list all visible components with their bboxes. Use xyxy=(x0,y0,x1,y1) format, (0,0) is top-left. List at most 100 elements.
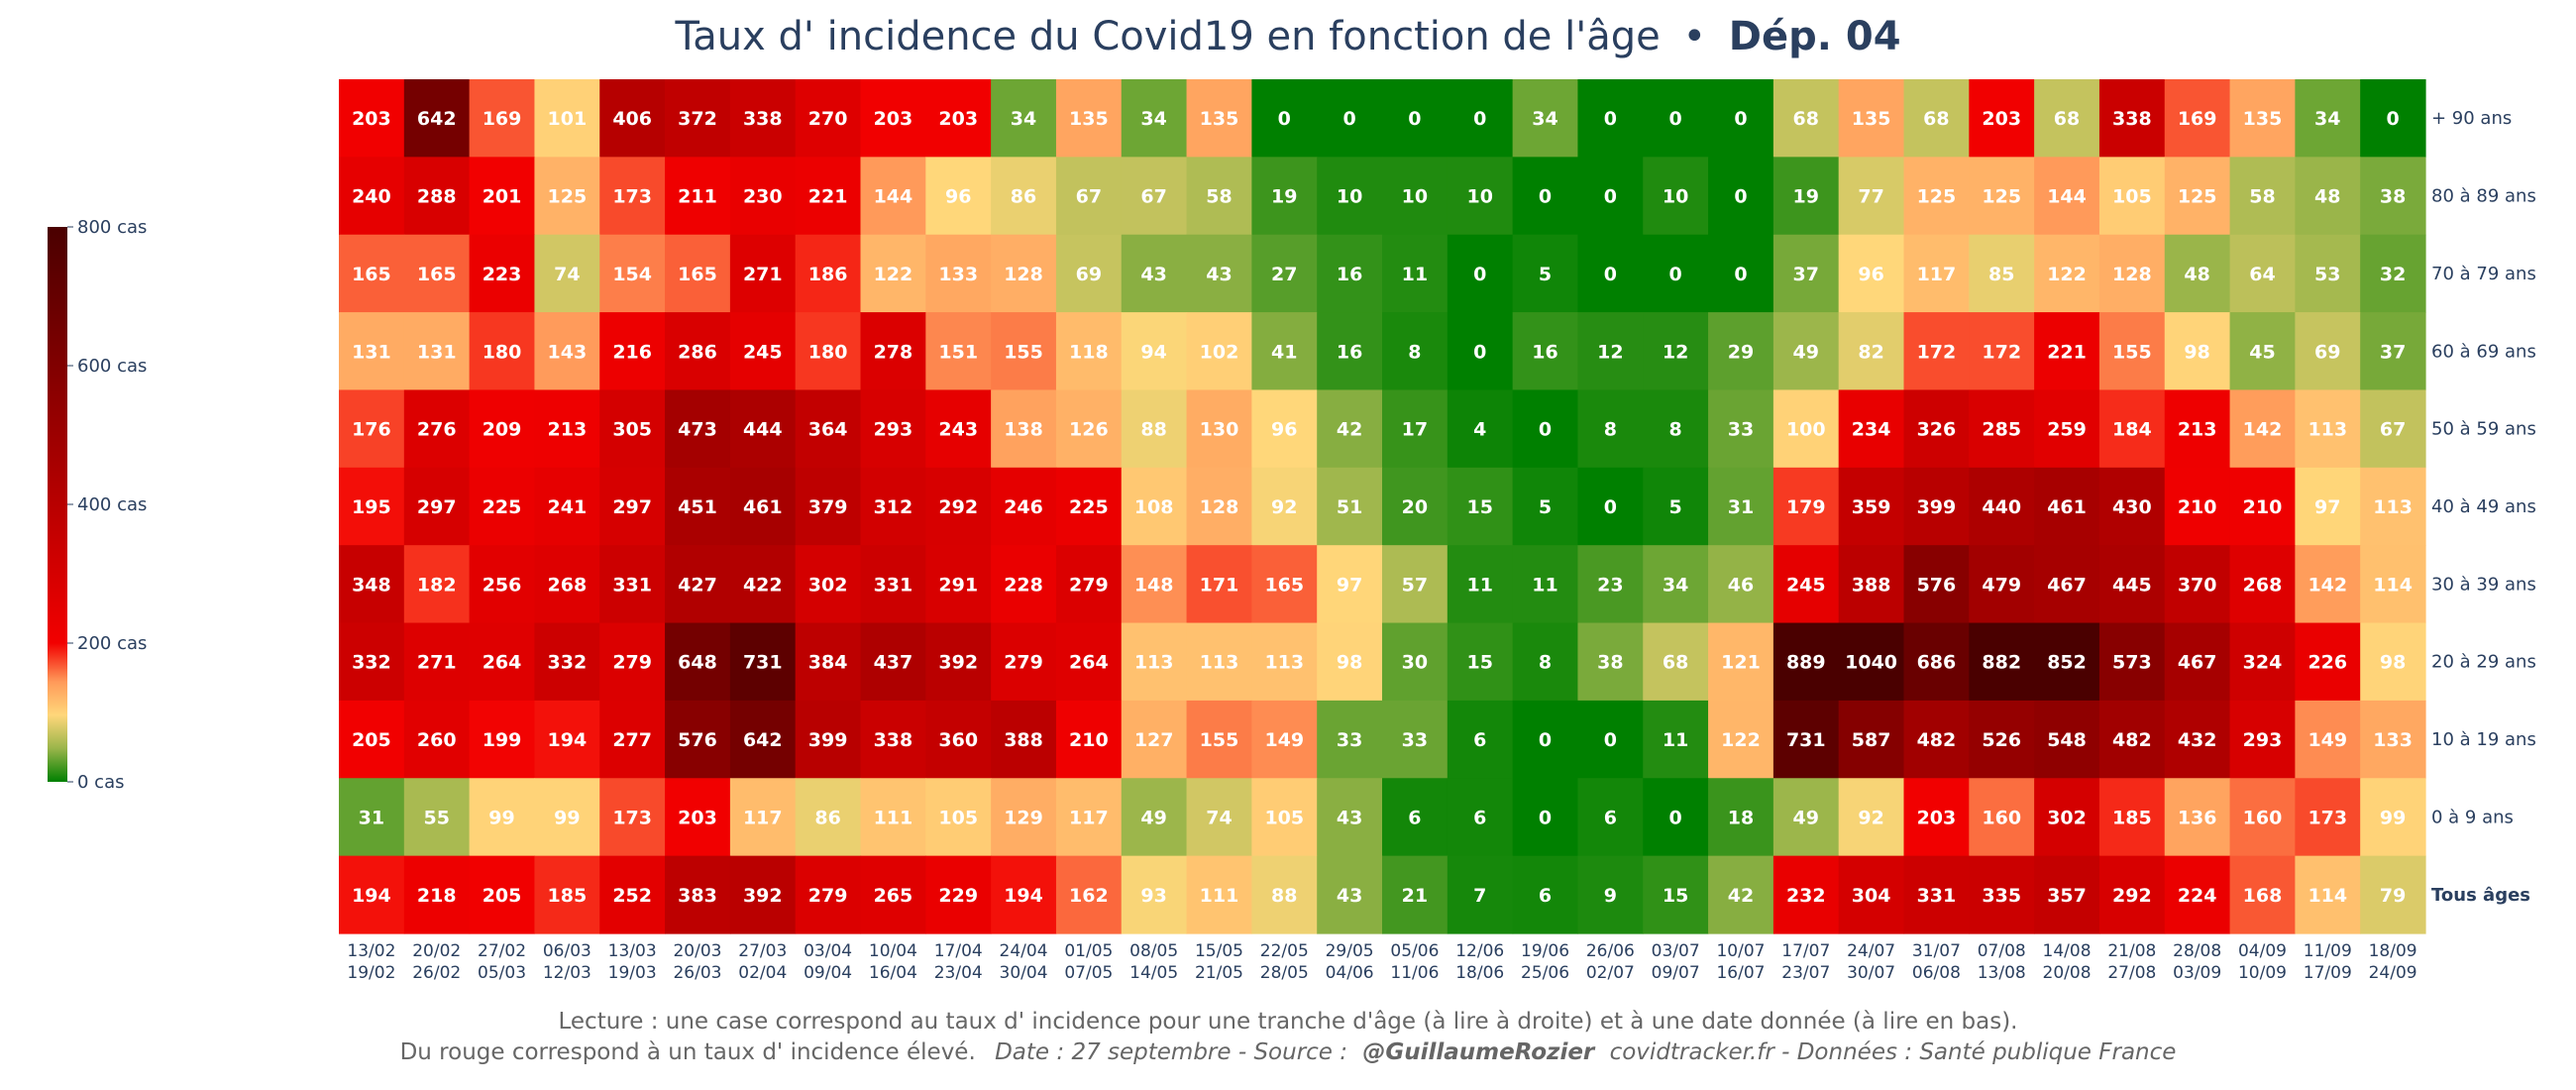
heatmap-cell-value: 130 xyxy=(1200,419,1239,441)
heatmap-cell-value: 5 xyxy=(1539,264,1552,285)
row-label: 40 à 49 ans xyxy=(2431,496,2536,517)
heatmap-cell-value: 49 xyxy=(1793,341,1819,363)
row-label: 20 à 29 ans xyxy=(2431,652,2536,673)
heatmap-cell-value: 0 xyxy=(1408,108,1421,130)
heatmap-cell-value: 125 xyxy=(548,186,588,208)
heatmap-cell-value: 122 xyxy=(1721,729,1761,751)
heatmap-cell-value: 182 xyxy=(417,574,457,596)
heatmap-cell-value: 195 xyxy=(352,496,391,518)
heatmap-cell-value: 305 xyxy=(612,419,652,441)
heatmap-cell-value: 113 xyxy=(2308,419,2347,441)
heatmap-cell-value: 686 xyxy=(1917,652,1957,674)
x-tick-label-start: 28/08 xyxy=(2173,941,2221,961)
heatmap-cell-value: 34 xyxy=(1140,108,1166,130)
heatmap-cell-value: 223 xyxy=(483,264,522,285)
heatmap-cell-value: 427 xyxy=(678,574,717,596)
heatmap-cell-value: 93 xyxy=(1140,885,1166,907)
heatmap-cell-value: 432 xyxy=(2178,729,2217,751)
heatmap-cell-value: 482 xyxy=(1917,729,1957,751)
heatmap-cell-value: 114 xyxy=(2373,574,2413,596)
heatmap-cell-value: 203 xyxy=(938,108,978,130)
heatmap-cell-value: 292 xyxy=(2112,885,2152,907)
heatmap-cell-value: 587 xyxy=(1852,729,1891,751)
row-label: 0 à 9 ans xyxy=(2431,807,2514,827)
heatmap-cell-value: 149 xyxy=(1264,729,1304,751)
heatmap-cell-value: 422 xyxy=(743,574,783,596)
heatmap-cell-value: 68 xyxy=(2054,108,2080,130)
heatmap-cell-value: 0 xyxy=(1473,108,1486,130)
heatmap-cell-value: 11 xyxy=(1466,574,1492,596)
heatmap-cell-value: 201 xyxy=(483,186,522,208)
x-tick-label-end: 04/06 xyxy=(1326,963,1374,983)
heatmap-cell-value: 43 xyxy=(1140,264,1166,285)
heatmap-cell-value: 34 xyxy=(1532,108,1557,130)
heatmap-chart: Taux d' incidence du Covid19 en fonction… xyxy=(0,0,2576,1090)
heatmap-cell-value: 1040 xyxy=(1845,652,1897,674)
heatmap-cell-value: 46 xyxy=(1728,574,1754,596)
row-label: 80 à 89 ans xyxy=(2431,186,2536,207)
heatmap-cell-value: 48 xyxy=(2314,186,2340,208)
heatmap-cell-value: 155 xyxy=(2112,341,2152,363)
heatmap-cell-value: 31 xyxy=(1728,496,1754,518)
heatmap-cell-value: 105 xyxy=(1264,807,1304,828)
heatmap-cell-value: 173 xyxy=(612,186,652,208)
heatmap-cell-value: 85 xyxy=(1988,264,2014,285)
heatmap-cell-value: 30 xyxy=(1402,652,1428,674)
x-tick-label-end: 21/05 xyxy=(1195,963,1243,983)
heatmap-cell-value: 34 xyxy=(1011,108,1036,130)
heatmap-cell-value: 127 xyxy=(1134,729,1174,751)
x-tick-label-end: 30/04 xyxy=(1000,963,1048,983)
chart-title-main: Taux d' incidence du Covid19 en fonction… xyxy=(674,14,1660,59)
heatmap-cell-value: 270 xyxy=(808,108,848,130)
heatmap-cell-value: 165 xyxy=(417,264,457,285)
x-tick-label-start: 22/05 xyxy=(1260,941,1309,961)
x-tick-label-start: 20/02 xyxy=(412,941,461,961)
heatmap-cell-value: 19 xyxy=(1793,186,1819,208)
heatmap-cell-value: 293 xyxy=(874,419,913,441)
chart-title-separator: • xyxy=(1682,14,1706,59)
heatmap-cell-value: 113 xyxy=(2373,496,2413,518)
heatmap-cell-value: 482 xyxy=(2112,729,2152,751)
heatmap-cell-value: 64 xyxy=(2249,264,2275,285)
x-tick-label-start: 13/02 xyxy=(347,941,395,961)
x-tick-label-end: 26/03 xyxy=(673,963,721,983)
x-tick-label-end: 20/08 xyxy=(2043,963,2092,983)
x-tick-label-start: 12/06 xyxy=(1455,941,1504,961)
heatmap-cell-value: 68 xyxy=(1793,108,1819,130)
heatmap-cell-value: 118 xyxy=(1069,341,1109,363)
heatmap-cell-value: 221 xyxy=(2047,341,2087,363)
heatmap-cell-value: 194 xyxy=(352,885,391,907)
heatmap-cell-value: 312 xyxy=(874,496,913,518)
heatmap-cell-value: 43 xyxy=(1337,885,1362,907)
heatmap-cell-value: 128 xyxy=(1200,496,1239,518)
row-label: Tous âges xyxy=(2431,885,2530,906)
heatmap-cell-value: 467 xyxy=(2178,652,2217,674)
colorbar-tick-label: 400 cas xyxy=(77,494,147,515)
heatmap-cell-value: 88 xyxy=(1140,419,1166,441)
heatmap-cell-value: 203 xyxy=(352,108,391,130)
row-labels: + 90 ans80 à 89 ans70 à 79 ans60 à 69 an… xyxy=(2431,108,2536,906)
heatmap-cell-value: 224 xyxy=(2178,885,2217,907)
x-tick-label-end: 23/07 xyxy=(1781,963,1830,983)
heatmap-cell-value: 38 xyxy=(1597,652,1623,674)
heatmap-cell-value: 58 xyxy=(2249,186,2275,208)
heatmap-cell-value: 128 xyxy=(1004,264,1043,285)
heatmap-cell-value: 440 xyxy=(1982,496,2021,518)
heatmap-cell-value: 467 xyxy=(2047,574,2087,596)
heatmap-cell-value: 8 xyxy=(1604,419,1617,441)
x-tick-label-start: 10/07 xyxy=(1716,941,1765,961)
heatmap-cell-value: 96 xyxy=(1271,419,1297,441)
heatmap-cell-value: 6 xyxy=(1408,807,1421,828)
heatmap-cell-value: 33 xyxy=(1728,419,1754,441)
heatmap-cell-value: 135 xyxy=(1852,108,1891,130)
heatmap-cell-value: 264 xyxy=(483,652,522,674)
heatmap-cell-value: 243 xyxy=(938,419,978,441)
heatmap-cell-value: 384 xyxy=(808,652,848,674)
heatmap-cell-value: 271 xyxy=(743,264,783,285)
heatmap-cell-value: 430 xyxy=(2112,496,2152,518)
heatmap-cell-value: 331 xyxy=(874,574,913,596)
heatmap-cell-value: 526 xyxy=(1982,729,2021,751)
heatmap-cell-value: 101 xyxy=(548,108,588,130)
heatmap-cell-value: 216 xyxy=(612,341,652,363)
heatmap-cell-value: 125 xyxy=(1917,186,1957,208)
